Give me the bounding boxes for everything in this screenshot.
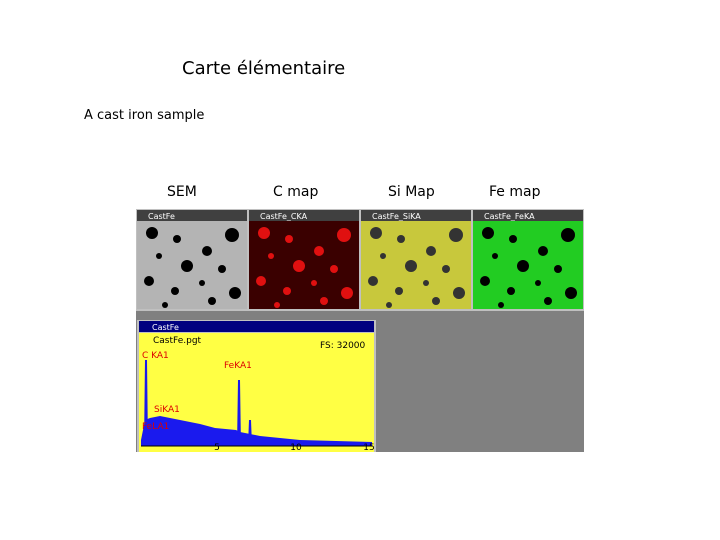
window-title: CastFe <box>152 323 179 332</box>
spectrum-peaks <box>144 359 252 447</box>
title-bar <box>249 210 359 221</box>
title-bar <box>473 210 583 221</box>
axis-tick-label: 5 <box>214 443 220 453</box>
map-label: Fe map <box>489 184 541 200</box>
map-label: SEM <box>167 184 197 200</box>
window-title: CastFe_SiKA <box>372 212 421 221</box>
window-title: CastFe_FeKA <box>484 212 535 221</box>
title: Carte élémentaire <box>182 58 345 79</box>
spectrum-window: CastFe CastFe.pgt FS: 32000 C KA1 FeKA1 … <box>137 320 376 453</box>
file-name: CastFe.pgt <box>153 336 202 346</box>
full-scale: FS: 32000 <box>320 341 366 351</box>
window-title: CastFe_CKA <box>260 212 308 221</box>
map-label: Si Map <box>388 184 435 200</box>
window-title: CastFe <box>148 212 175 221</box>
title-bar <box>137 210 247 221</box>
subtitle: A cast iron sample <box>84 108 204 123</box>
peak-label: FeLA1 <box>142 422 169 432</box>
map-label: C map <box>273 184 318 200</box>
spectrum-fill <box>141 416 372 446</box>
peak-label: FeKA1 <box>224 361 252 371</box>
title-bar <box>361 210 471 221</box>
axis-tick-label: 10 <box>290 443 302 453</box>
title-bar <box>139 321 374 332</box>
peak-label: C KA1 <box>142 351 169 361</box>
peak-label: SiKA1 <box>154 405 180 415</box>
axis-tick-label: 15 <box>363 443 374 453</box>
